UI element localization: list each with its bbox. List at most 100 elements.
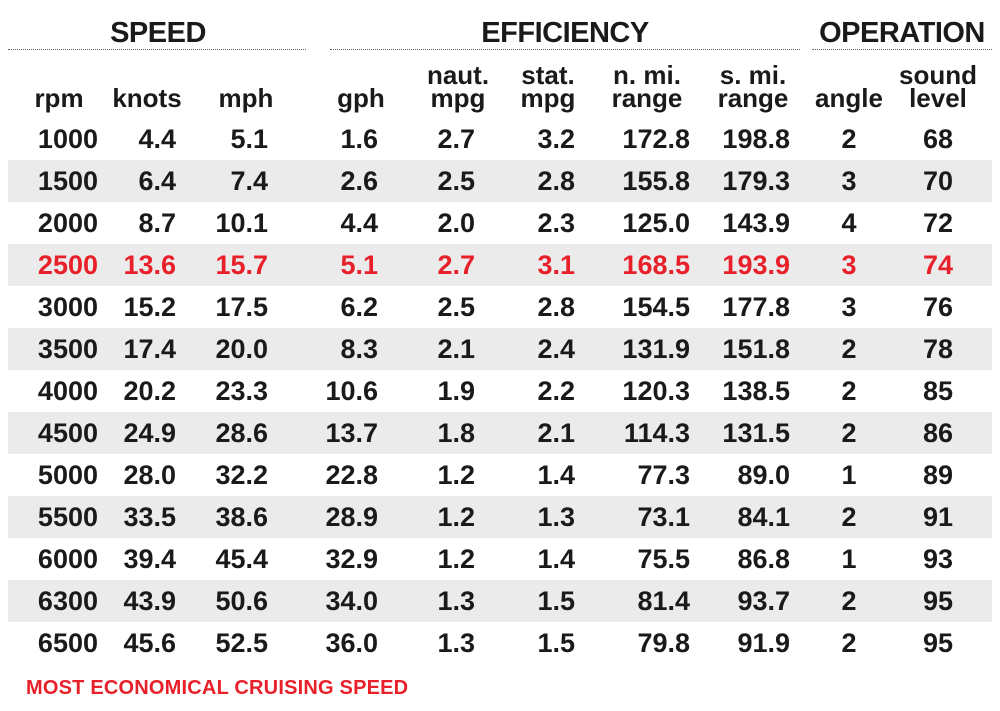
cell-stat-mpg: 1.5 bbox=[537, 628, 575, 658]
col-header-rpm: rpm bbox=[20, 58, 98, 111]
col-header-line: n. mi. bbox=[613, 60, 681, 90]
table-row: 6500 45.6 52.5 36.0 1.3 1.5 79.8 91.9 2 95 bbox=[8, 622, 992, 664]
col-header-line: mpg bbox=[430, 83, 486, 113]
cell-sound: 70 bbox=[922, 166, 954, 196]
cell-stat-mpg: 1.4 bbox=[537, 544, 575, 574]
cell-sound: 95 bbox=[922, 586, 954, 616]
col-header-line: range bbox=[611, 83, 683, 113]
footnote-legend: MOST ECONOMICAL CRUISING SPEED bbox=[26, 677, 409, 699]
cell-stat-mpg: 2.1 bbox=[537, 418, 575, 448]
cell-s-range: 198.8 bbox=[722, 124, 790, 154]
col-header-angle: angle bbox=[806, 58, 892, 111]
cell-knots: 28.0 bbox=[123, 460, 176, 490]
col-header-line: mph bbox=[218, 83, 274, 113]
cell-gph: 2.6 bbox=[340, 166, 378, 196]
cell-stat-mpg: 3.1 bbox=[537, 250, 575, 280]
cell-rpm: 4000 bbox=[37, 376, 98, 406]
cell-rpm: 1500 bbox=[37, 166, 98, 196]
cell-n-range: 155.8 bbox=[622, 166, 690, 196]
cell-gph: 5.1 bbox=[340, 250, 378, 280]
cell-angle: 2 bbox=[841, 334, 857, 364]
table-row: 1500 6.4 7.4 2.6 2.5 2.8 155.8 179.3 3 70 bbox=[8, 160, 992, 202]
cell-naut-mpg: 1.2 bbox=[437, 544, 475, 574]
col-header-line: stat. bbox=[521, 60, 575, 90]
cell-angle: 1 bbox=[841, 544, 857, 574]
cell-angle: 2 bbox=[841, 124, 857, 154]
table-row: 4500 24.9 28.6 13.7 1.8 2.1 114.3 131.5 2 86 bbox=[8, 412, 992, 454]
cell-sound: 89 bbox=[922, 460, 954, 490]
cell-naut-mpg: 1.3 bbox=[437, 628, 475, 658]
group-title-efficiency: EFFICIENCY bbox=[481, 17, 649, 49]
cell-angle: 2 bbox=[841, 502, 857, 532]
col-header-s-range: s. mi. range bbox=[703, 58, 803, 113]
cell-stat-mpg: 1.3 bbox=[537, 502, 575, 532]
cell-knots: 33.5 bbox=[123, 502, 176, 532]
cell-angle: 3 bbox=[841, 166, 857, 196]
cell-naut-mpg: 1.9 bbox=[437, 376, 475, 406]
cell-angle: 1 bbox=[841, 460, 857, 490]
col-header-line: range bbox=[717, 83, 789, 113]
cell-knots: 45.6 bbox=[123, 628, 176, 658]
cell-rpm: 6000 bbox=[37, 544, 98, 574]
table-row: 2500 13.6 15.7 5.1 2.7 3.1 168.5 193.9 3 74 bbox=[8, 244, 992, 286]
cell-gph: 4.4 bbox=[340, 208, 378, 238]
col-header-mph: mph bbox=[205, 58, 287, 113]
cell-gph: 1.6 bbox=[340, 124, 378, 154]
table-row: 6000 39.4 45.4 32.9 1.2 1.4 75.5 86.8 1 93 bbox=[8, 538, 992, 580]
cell-rpm: 2500 bbox=[37, 250, 98, 280]
col-header-line: gph bbox=[337, 83, 385, 113]
cell-s-range: 193.9 bbox=[722, 250, 790, 280]
cell-gph: 8.3 bbox=[340, 334, 378, 364]
group-title-operation: OPERATION bbox=[819, 17, 985, 49]
cell-n-range: 154.5 bbox=[622, 292, 690, 322]
cell-n-range: 81.4 bbox=[637, 586, 690, 616]
cell-s-range: 93.7 bbox=[737, 586, 790, 616]
cell-rpm: 6300 bbox=[37, 586, 98, 616]
cell-knots: 39.4 bbox=[123, 544, 176, 574]
table-row: 6300 43.9 50.6 34.0 1.3 1.5 81.4 93.7 2 95 bbox=[8, 580, 992, 622]
cell-mph: 23.3 bbox=[215, 376, 268, 406]
cell-rpm: 6500 bbox=[37, 628, 98, 658]
cell-knots: 4.4 bbox=[138, 124, 176, 154]
cell-n-range: 172.8 bbox=[622, 124, 690, 154]
cell-rpm: 1000 bbox=[37, 124, 98, 154]
col-header-line: s. mi. bbox=[719, 60, 787, 90]
col-header-stat-mpg: stat. mpg bbox=[513, 58, 583, 111]
cell-stat-mpg: 1.5 bbox=[537, 586, 575, 616]
cell-s-range: 177.8 bbox=[722, 292, 790, 322]
cell-angle: 2 bbox=[841, 376, 857, 406]
cell-s-range: 86.8 bbox=[737, 544, 790, 574]
col-header-line: sound bbox=[899, 60, 977, 90]
cell-mph: 20.0 bbox=[215, 334, 268, 364]
cell-s-range: 138.5 bbox=[722, 376, 790, 406]
cell-mph: 15.7 bbox=[215, 250, 268, 280]
cell-n-range: 77.3 bbox=[637, 460, 690, 490]
cell-knots: 17.4 bbox=[123, 334, 176, 364]
cell-angle: 2 bbox=[841, 418, 857, 448]
cell-naut-mpg: 2.5 bbox=[437, 166, 475, 196]
cell-rpm: 4500 bbox=[37, 418, 98, 448]
cell-gph: 34.0 bbox=[325, 586, 378, 616]
cell-knots: 8.7 bbox=[138, 208, 176, 238]
cell-sound: 72 bbox=[922, 208, 954, 238]
cell-knots: 15.2 bbox=[123, 292, 176, 322]
table-row: 3000 15.2 17.5 6.2 2.5 2.8 154.5 177.8 3 76 bbox=[8, 286, 992, 328]
cell-naut-mpg: 1.8 bbox=[437, 418, 475, 448]
group-rule-operation bbox=[812, 49, 992, 50]
cell-s-range: 91.9 bbox=[737, 628, 790, 658]
table-row: 5500 33.5 38.6 28.9 1.2 1.3 73.1 84.1 2 91 bbox=[8, 496, 992, 538]
cell-n-range: 114.3 bbox=[623, 418, 690, 448]
col-header-line: naut. bbox=[426, 60, 490, 90]
cell-naut-mpg: 1.2 bbox=[437, 460, 475, 490]
cell-s-range: 131.5 bbox=[722, 418, 790, 448]
cell-n-range: 125.0 bbox=[622, 208, 690, 238]
col-header-gph: gph bbox=[325, 58, 397, 113]
cell-knots: 20.2 bbox=[123, 376, 176, 406]
cell-n-range: 79.8 bbox=[637, 628, 690, 658]
col-header-naut-mpg: naut. mpg bbox=[412, 58, 504, 113]
cell-mph: 28.6 bbox=[215, 418, 268, 448]
cell-mph: 52.5 bbox=[215, 628, 268, 658]
group-rule-speed bbox=[8, 49, 306, 50]
cell-gph: 6.2 bbox=[340, 292, 378, 322]
cell-naut-mpg: 2.1 bbox=[437, 334, 475, 364]
